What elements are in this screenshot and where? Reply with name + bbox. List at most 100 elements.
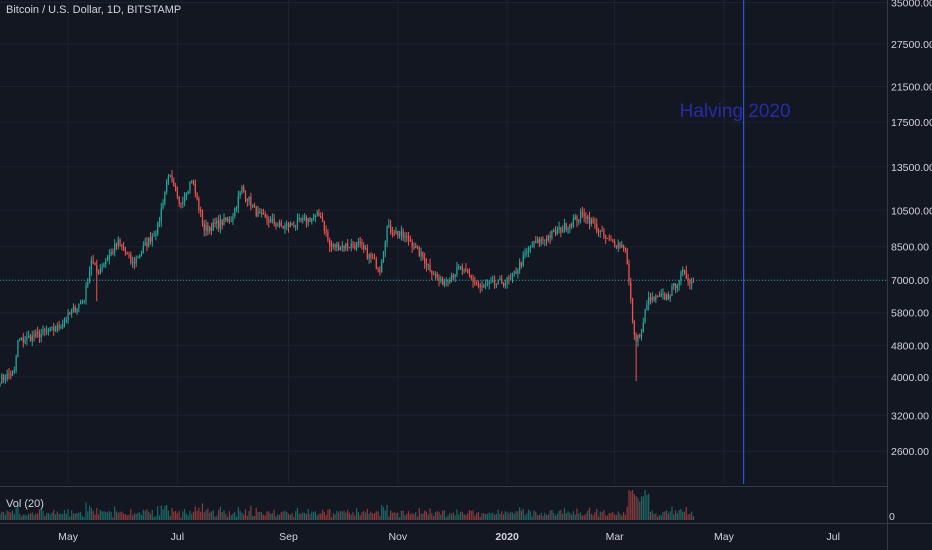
candle-body[interactable]: [692, 281, 695, 283]
candle-body[interactable]: [667, 294, 670, 299]
candle-body[interactable]: [350, 243, 352, 248]
candle-body[interactable]: [58, 325, 60, 328]
candle-body[interactable]: [657, 295, 659, 297]
candle-body[interactable]: [608, 238, 610, 240]
candle-body[interactable]: [375, 258, 377, 269]
candle-body[interactable]: [468, 272, 471, 276]
candle-body[interactable]: [327, 232, 329, 241]
candle-body[interactable]: [257, 211, 259, 217]
candle-body[interactable]: [146, 242, 148, 247]
candle-body[interactable]: [189, 181, 191, 191]
candle-body[interactable]: [617, 243, 619, 248]
candle-body[interactable]: [621, 244, 623, 248]
candle-body[interactable]: [37, 332, 39, 334]
candle-body[interactable]: [62, 324, 64, 328]
candle-body[interactable]: [314, 214, 317, 218]
candle-body[interactable]: [209, 227, 211, 232]
candle-body[interactable]: [687, 278, 689, 281]
candle-body[interactable]: [630, 282, 632, 299]
candle-body[interactable]: [395, 231, 397, 235]
candle-body[interactable]: [363, 245, 365, 250]
candle-body[interactable]: [501, 278, 503, 284]
candle-body[interactable]: [409, 240, 411, 242]
candle-body[interactable]: [570, 224, 573, 227]
candle-body[interactable]: [85, 285, 87, 302]
candle-body[interactable]: [198, 198, 200, 210]
candle-body[interactable]: [320, 216, 322, 218]
candle-body[interactable]: [597, 231, 600, 233]
candle-body[interactable]: [223, 217, 225, 225]
candle-body[interactable]: [130, 254, 132, 263]
candle-body[interactable]: [183, 196, 186, 203]
candle-body[interactable]: [404, 236, 406, 238]
candle-body[interactable]: [60, 327, 62, 329]
candle-body[interactable]: [639, 334, 641, 337]
candle-body[interactable]: [42, 329, 44, 334]
candle-body[interactable]: [137, 257, 139, 259]
candle-body[interactable]: [578, 219, 580, 222]
candle-body[interactable]: [678, 280, 680, 286]
candle-body[interactable]: [372, 257, 374, 259]
candle-body[interactable]: [497, 279, 499, 284]
candle-body[interactable]: [54, 330, 57, 332]
candle-body[interactable]: [219, 219, 222, 228]
candle-body[interactable]: [192, 181, 195, 184]
candle-body[interactable]: [520, 262, 523, 266]
candle-body[interactable]: [133, 261, 136, 264]
candle-body[interactable]: [74, 307, 76, 313]
candle-body[interactable]: [11, 371, 14, 376]
candle-body[interactable]: [456, 267, 458, 275]
candle-body[interactable]: [447, 280, 449, 282]
candle-body[interactable]: [180, 203, 182, 205]
candle-body[interactable]: [454, 274, 456, 278]
candle-body[interactable]: [311, 218, 313, 222]
candle-body[interactable]: [81, 301, 84, 303]
candle-body[interactable]: [210, 227, 213, 231]
candle-body[interactable]: [8, 373, 10, 375]
candle-body[interactable]: [474, 282, 476, 284]
candle-body[interactable]: [191, 181, 193, 183]
candle-body[interactable]: [655, 295, 657, 301]
candle-body[interactable]: [508, 277, 510, 279]
candle-body[interactable]: [45, 330, 48, 332]
candle-body[interactable]: [511, 273, 514, 279]
candle-body[interactable]: [391, 232, 394, 234]
candle-body[interactable]: [203, 224, 205, 231]
candle-body[interactable]: [303, 216, 306, 218]
candle-body[interactable]: [63, 320, 66, 325]
candle-body[interactable]: [458, 267, 460, 269]
candle-body[interactable]: [298, 218, 300, 220]
candle-body[interactable]: [250, 196, 252, 207]
candle-body[interactable]: [35, 332, 37, 337]
candle-body[interactable]: [115, 244, 118, 246]
candle-body[interactable]: [540, 238, 542, 244]
candle-body[interactable]: [549, 235, 551, 238]
candle-body[interactable]: [94, 262, 96, 265]
candle-body[interactable]: [108, 255, 110, 260]
candle-body[interactable]: [547, 235, 549, 241]
candle-body[interactable]: [585, 216, 587, 219]
candle-body[interactable]: [302, 217, 304, 221]
candle-body[interactable]: [352, 243, 354, 246]
candle-body[interactable]: [556, 229, 558, 234]
candle-body[interactable]: [536, 239, 539, 244]
candle-body[interactable]: [114, 244, 116, 253]
candle-body[interactable]: [282, 226, 284, 229]
candle-body[interactable]: [286, 224, 288, 226]
candle-body[interactable]: [40, 333, 42, 338]
candle-body[interactable]: [354, 245, 356, 249]
candle-body[interactable]: [80, 302, 82, 304]
candle-body[interactable]: [397, 231, 399, 236]
candle-body[interactable]: [26, 336, 28, 341]
candle-body[interactable]: [112, 251, 114, 253]
candle-body[interactable]: [691, 281, 693, 284]
candle-body[interactable]: [345, 243, 347, 249]
candle-body[interactable]: [477, 284, 480, 287]
candle-body[interactable]: [673, 283, 675, 287]
candle-body[interactable]: [493, 280, 496, 285]
candle-body[interactable]: [445, 280, 447, 282]
candle-body[interactable]: [1, 374, 3, 384]
candle-body[interactable]: [135, 257, 137, 264]
candle-body[interactable]: [4, 379, 7, 381]
candle-body[interactable]: [513, 271, 515, 274]
